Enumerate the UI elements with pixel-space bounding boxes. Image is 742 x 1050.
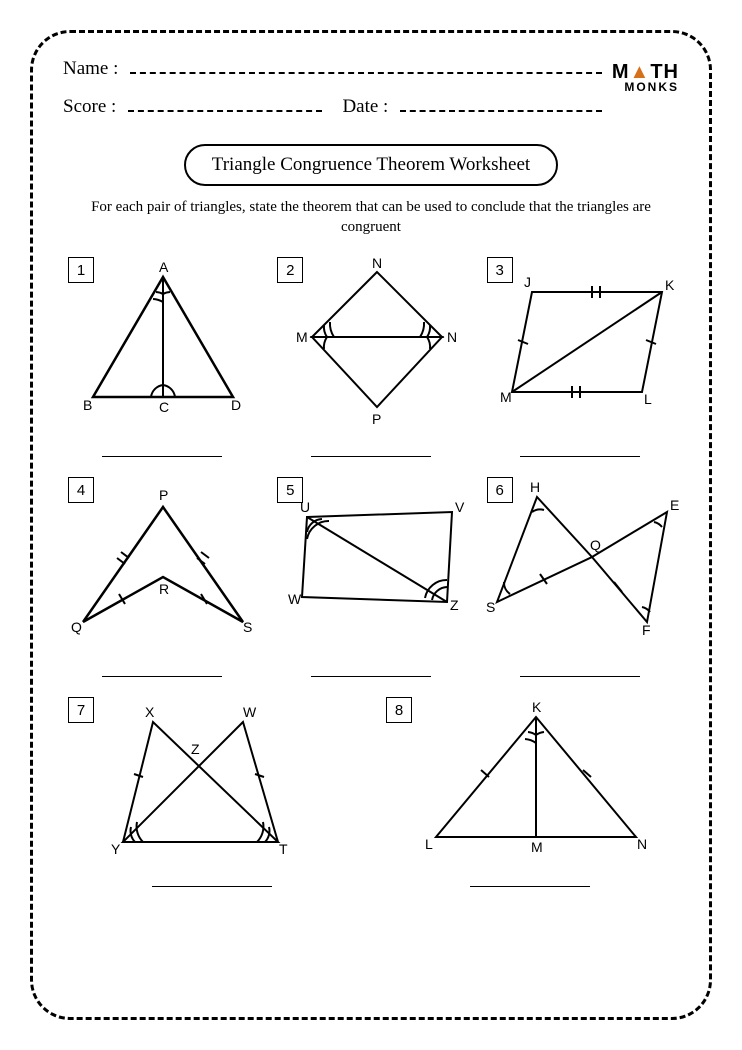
svg-text:V: V — [455, 499, 465, 515]
svg-text:M: M — [531, 839, 543, 855]
svg-text:S: S — [243, 619, 252, 635]
svg-text:Q: Q — [71, 619, 82, 635]
date-line[interactable] — [400, 96, 602, 112]
header-fields: Name : Score : Date : — [63, 58, 602, 134]
triangle-diagram-7: X W Z Y T — [63, 692, 363, 872]
answer-line[interactable] — [311, 676, 431, 677]
svg-text:W: W — [288, 591, 302, 607]
svg-text:N: N — [372, 255, 382, 271]
svg-text:L: L — [644, 391, 652, 407]
problem-8: 8 K L M N — [381, 692, 679, 892]
svg-text:K: K — [665, 277, 675, 293]
answer-line[interactable] — [520, 676, 640, 677]
problem-2: 2 N M N P — [272, 252, 469, 462]
problem-number: 2 — [277, 257, 303, 283]
svg-text:Z: Z — [191, 741, 200, 757]
name-row: Name : — [63, 58, 602, 80]
problem-number: 5 — [277, 477, 303, 503]
svg-text:Q: Q — [590, 537, 601, 553]
svg-text:B: B — [83, 397, 92, 413]
problem-1: 1 A B C D — [63, 252, 260, 462]
answer-line[interactable] — [311, 456, 431, 457]
score-line[interactable] — [128, 96, 322, 112]
problem-4: 4 P Q R S — [63, 472, 260, 682]
svg-text:N: N — [447, 329, 457, 345]
svg-text:J: J — [524, 274, 531, 290]
date-label: Date : — [342, 96, 388, 118]
svg-text:W: W — [243, 704, 257, 720]
svg-text:N: N — [637, 836, 647, 852]
name-line[interactable] — [130, 58, 601, 74]
answer-line[interactable] — [102, 676, 222, 677]
svg-text:P: P — [159, 487, 168, 503]
problem-number: 7 — [68, 697, 94, 723]
logo: M▲TH MONKS — [612, 63, 679, 93]
svg-text:S: S — [486, 599, 495, 615]
svg-text:D: D — [231, 397, 241, 413]
svg-text:L: L — [425, 836, 433, 852]
svg-text:H: H — [530, 479, 540, 495]
problem-number: 8 — [386, 697, 412, 723]
name-label: Name : — [63, 58, 118, 80]
answer-line[interactable] — [470, 886, 590, 887]
problem-6: 6 H E Q S F — [482, 472, 679, 682]
svg-text:E: E — [670, 497, 679, 513]
header: Name : Score : Date : M▲TH MONKS — [63, 58, 679, 134]
svg-text:Y: Y — [111, 841, 121, 857]
problems-grid: 1 A B C D 2 N M — [63, 252, 679, 682]
svg-text:P: P — [372, 411, 381, 427]
triangle-diagram-8: K L M N — [381, 692, 681, 872]
logo-monks: MONKS — [612, 82, 679, 93]
svg-text:Z: Z — [450, 597, 459, 613]
score-label: Score : — [63, 96, 116, 118]
title-wrap: Triangle Congruence Theorem Worksheet — [63, 144, 679, 186]
problem-7: 7 X W Z Y T — [63, 692, 361, 892]
problem-number: 1 — [68, 257, 94, 283]
problem-3: 3 J K M L — [482, 252, 679, 462]
problem-number: 4 — [68, 477, 94, 503]
answer-line[interactable] — [520, 456, 640, 457]
problem-number: 3 — [487, 257, 513, 283]
svg-text:R: R — [159, 581, 169, 597]
svg-text:C: C — [159, 399, 169, 415]
svg-text:M: M — [296, 329, 308, 345]
svg-text:X: X — [145, 704, 155, 720]
answer-line[interactable] — [102, 456, 222, 457]
problem-number: 6 — [487, 477, 513, 503]
svg-text:A: A — [159, 259, 169, 275]
instruction: For each pair of triangles, state the th… — [63, 198, 679, 237]
score-date-row: Score : Date : — [63, 96, 602, 118]
worksheet-title: Triangle Congruence Theorem Worksheet — [184, 144, 558, 186]
problems-bottom: 7 X W Z Y T 8 K L — [63, 692, 679, 892]
svg-text:K: K — [532, 699, 542, 715]
svg-text:F: F — [642, 622, 651, 638]
svg-text:T: T — [279, 841, 288, 857]
problem-5: 5 U V W Z — [272, 472, 469, 682]
worksheet-page: Name : Score : Date : M▲TH MONKS Triangl… — [30, 30, 712, 1020]
answer-line[interactable] — [152, 886, 272, 887]
svg-text:M: M — [500, 389, 512, 405]
